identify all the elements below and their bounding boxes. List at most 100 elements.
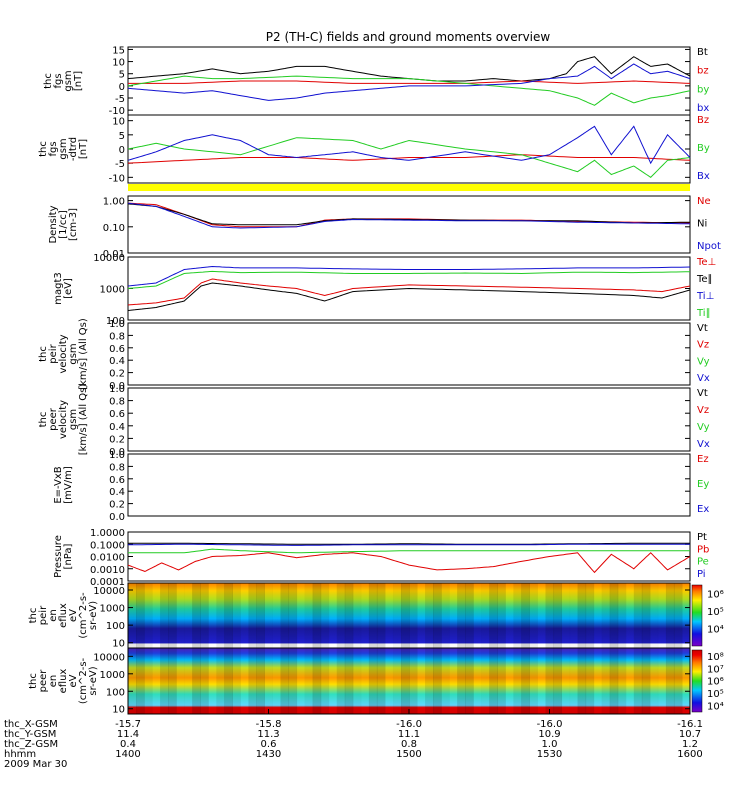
legend-entry: Pt (697, 532, 707, 543)
series-line-Ni (127, 203, 691, 226)
series-line-Bx (127, 125, 691, 165)
series-line-Ti⊥ (127, 265, 691, 287)
spectrogram-texture (673, 583, 683, 648)
x-tick-label: 1.0 (542, 739, 558, 750)
spectrogram-texture (529, 583, 538, 648)
legend-entry: Pe (697, 557, 709, 568)
series-line-Ti∥ (127, 270, 690, 289)
x-tick-label: -16.0 (537, 719, 563, 730)
y-axis-label: peer (48, 407, 59, 431)
x-tick-label: -15.7 (115, 719, 141, 730)
legend-entry: Pi (697, 569, 706, 580)
legend-entry: Vz (697, 405, 709, 416)
y-axis-label: magt3 (53, 272, 64, 305)
legend-entry: Ey (697, 479, 709, 490)
y-tick-label: 0.6 (109, 475, 125, 486)
spectrogram-texture (433, 648, 442, 714)
spectrogram-texture (505, 648, 514, 714)
spectrogram-texture (152, 583, 161, 648)
y-axis-label: (cm^2-s- (78, 657, 89, 704)
spectrogram-texture (633, 583, 643, 648)
y-axis-label: en (48, 675, 59, 688)
y-tick-label: 0.2 (109, 434, 125, 445)
y-axis-label: [1/cc] (58, 210, 69, 239)
spectrogram-texture (649, 583, 659, 648)
spectrogram-texture (505, 583, 514, 648)
spectrogram-texture (208, 583, 217, 648)
legend-entry: Ni (697, 219, 707, 230)
y-axis-label: fgs (53, 73, 64, 88)
spectrogram-peer_eflux (128, 648, 690, 714)
series-line-Bz (127, 154, 691, 164)
legend-entry: bx (697, 103, 709, 114)
y-axis-label: [cm-3] (68, 208, 79, 241)
spectrogram-texture (617, 583, 627, 648)
y-tick-label: 0.4 (109, 487, 125, 498)
y-axis-label: Pressure (53, 535, 64, 578)
legend-entry: Npot (697, 241, 721, 252)
spectrogram-texture (513, 583, 522, 648)
legend-entry: Vx (697, 439, 710, 450)
spectrogram-texture (297, 583, 306, 648)
spectrogram-texture (577, 648, 587, 714)
spectrogram-texture (232, 583, 241, 648)
spectrogram-texture (570, 648, 579, 714)
spectrogram-texture (128, 583, 137, 648)
x-tick-label: 11.4 (117, 729, 139, 740)
spectrogram-texture (665, 648, 675, 714)
y-axis-label: thc (38, 141, 49, 157)
spectrogram-texture (658, 583, 667, 648)
spectrogram-texture (665, 583, 675, 648)
spectrogram-texture (521, 648, 530, 714)
y-tick-label: 15 (112, 45, 125, 56)
y-axis-label: [nT] (73, 71, 84, 91)
spectrogram-texture (425, 648, 434, 714)
spectrogram-texture (240, 648, 249, 714)
spectrogram-texture (144, 583, 153, 648)
spectrogram-texture (601, 648, 611, 714)
spectrogram-texture (336, 648, 346, 714)
panel-density: 1.00 0.10 0.01 Density [1/cc] [cm-3] Ne Ni Npot (48, 195, 721, 260)
spectrogram-texture (136, 583, 145, 648)
y-tick-label: 10000 (93, 253, 125, 264)
y-axis-label: eflux (58, 603, 69, 628)
y-tick-label: -5 (115, 159, 125, 170)
spectrogram-texture (449, 583, 458, 648)
panel-peer_velocity: 1.0 0.80.6 0.40.2 0.0 thc peer velocity gsm [km/… (38, 384, 710, 458)
spectrogram-texture (601, 583, 611, 648)
y-tick-label: 1.0 (109, 319, 125, 330)
spectrogram-texture (585, 583, 595, 648)
separator-strip (128, 184, 690, 191)
spectrogram-peir_eflux (128, 583, 690, 648)
spectrogram-texture (545, 648, 555, 714)
y-tick-label: -10 (109, 106, 125, 117)
spectrogram-texture (200, 648, 209, 714)
x-tick-label: -16.1 (677, 719, 703, 730)
spectrogram-texture (312, 648, 322, 714)
spectrogram-texture (545, 583, 555, 648)
panel-frame (127, 195, 691, 254)
spectrogram-texture (649, 648, 659, 714)
spectrogram-texture (224, 648, 233, 714)
colorbar-tick-label: 10⁸ (707, 652, 724, 663)
spectrogram-texture (160, 583, 169, 648)
spectrogram-texture (537, 648, 546, 714)
y-tick-label: 5 (119, 131, 125, 142)
y-axis-label: peir (38, 605, 49, 625)
y-axis-label: en (48, 609, 59, 622)
legend-entry: Vt (697, 323, 708, 334)
y-axis-label: peer (38, 669, 49, 693)
spectrogram-texture (176, 648, 185, 714)
y-tick-label: 0.8 (109, 462, 125, 473)
legend-entry: Ex (697, 504, 709, 515)
y-axis-label: [km/s] (All Qs) (78, 318, 89, 390)
y-tick-label: 100 (106, 621, 125, 632)
y-tick-label: 0.4 (109, 422, 125, 433)
spectrogram-texture (208, 648, 217, 714)
series-line-Pb (127, 552, 691, 574)
x-tick-label: 1400 (115, 749, 140, 760)
chart-title: P2 (TH-C) fields and ground moments over… (266, 30, 551, 44)
spectrogram-texture (641, 648, 651, 714)
legend-entry: By (697, 143, 710, 154)
